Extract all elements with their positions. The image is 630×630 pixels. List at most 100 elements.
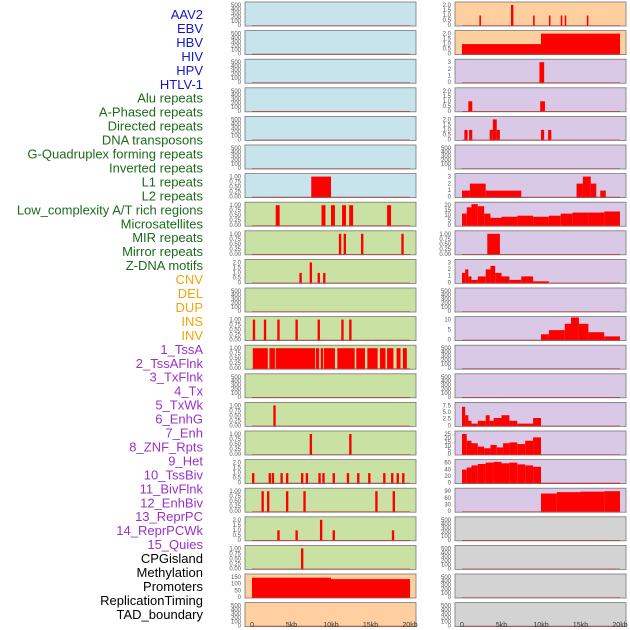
track-label: 6_EnhG bbox=[155, 412, 203, 427]
y-tick-label: 0.00 bbox=[229, 195, 241, 201]
track-label: 10_TssBiv bbox=[144, 467, 204, 482]
data-bar bbox=[477, 446, 485, 455]
data-bar bbox=[548, 330, 565, 341]
data-bar bbox=[560, 213, 573, 227]
y-tick-label: 500 bbox=[441, 518, 452, 524]
panel-background bbox=[454, 373, 627, 399]
y-tick-label: 0 bbox=[448, 624, 452, 630]
y-tick-label: 0 bbox=[448, 52, 452, 58]
y-tick-label: 3 bbox=[448, 175, 452, 181]
track-label: 15_Quies bbox=[147, 537, 203, 552]
y-tick-label: 300 bbox=[441, 612, 452, 618]
y-tick-label: 0.50 bbox=[229, 556, 241, 562]
data-bar bbox=[572, 212, 589, 227]
data-bar bbox=[533, 15, 535, 26]
data-bar bbox=[571, 317, 579, 341]
track-label: 2_TssAFlnk bbox=[136, 356, 204, 371]
y-tick-label: 200 bbox=[441, 301, 452, 307]
y-tick-label: 0 bbox=[238, 624, 242, 630]
data-bar bbox=[468, 276, 472, 284]
data-bar bbox=[391, 530, 395, 541]
y-tick-label: 100 bbox=[231, 582, 242, 588]
track-left-panel: 1.000.750.500.250.00 bbox=[229, 173, 417, 201]
y-tick-label: 500 bbox=[231, 604, 242, 610]
data-bar bbox=[277, 530, 280, 541]
y-tick-label: 2.0 bbox=[443, 117, 452, 123]
y-tick-label: 0.00 bbox=[229, 452, 241, 458]
data-bar bbox=[564, 323, 572, 341]
track-label: ReplicationTiming bbox=[100, 593, 203, 608]
data-bar bbox=[367, 348, 378, 370]
data-bar bbox=[331, 579, 410, 598]
y-tick-label: 0 bbox=[448, 80, 452, 86]
y-tick-label: 0.25 bbox=[229, 418, 241, 424]
y-tick-label: 200 bbox=[441, 587, 452, 593]
y-tick-label: 0 bbox=[238, 109, 242, 115]
track-label: DNA transposons bbox=[102, 133, 204, 148]
data-bar bbox=[300, 473, 304, 484]
y-tick-label: 0 bbox=[448, 223, 452, 229]
y-tick-label: 200 bbox=[231, 616, 242, 622]
y-tick-label: 400 bbox=[231, 608, 242, 614]
y-tick-label: 0.00 bbox=[229, 338, 241, 344]
y-tick-label: 0.50 bbox=[439, 242, 451, 248]
data-bar bbox=[269, 348, 275, 370]
panel-background bbox=[244, 287, 417, 313]
y-tick-label: 200 bbox=[231, 158, 242, 164]
data-bar bbox=[501, 276, 510, 284]
y-tick-label: 90 bbox=[444, 489, 451, 495]
y-tick-label: 1.0 bbox=[443, 13, 452, 19]
data-bar bbox=[331, 205, 335, 227]
data-bar bbox=[564, 15, 567, 26]
data-bar bbox=[485, 269, 491, 284]
y-tick-label: 0 bbox=[448, 166, 452, 172]
y-tick-label: 0.5 bbox=[233, 476, 242, 482]
track-label: 4_Tx bbox=[174, 384, 203, 399]
y-tick-label: 100 bbox=[441, 591, 452, 597]
data-bar bbox=[343, 233, 347, 255]
data-bar bbox=[541, 334, 549, 341]
y-tick-label: 300 bbox=[231, 68, 242, 74]
y-tick-label: 200 bbox=[441, 616, 452, 622]
data-bar bbox=[401, 233, 404, 255]
track-label: Methylation bbox=[137, 565, 203, 580]
y-tick-label: 5 bbox=[448, 328, 452, 334]
y-tick-label: 0 bbox=[238, 80, 242, 86]
track-label: DEL bbox=[178, 286, 203, 301]
track-label: 13_ReprPC bbox=[135, 509, 203, 524]
track-label: G-Quadruplex forming repeats bbox=[27, 147, 203, 162]
y-tick-label: 25 bbox=[444, 432, 451, 438]
data-bar bbox=[396, 473, 399, 484]
panel-background bbox=[454, 573, 627, 599]
y-tick-label: 100 bbox=[441, 562, 452, 568]
y-tick-label: 400 bbox=[231, 7, 242, 13]
data-bar bbox=[471, 465, 478, 484]
y-tick-label: 500 bbox=[231, 32, 242, 38]
data-bar bbox=[280, 473, 283, 484]
data-bar bbox=[342, 205, 347, 227]
track-label: 14_ReprPCWk bbox=[116, 523, 203, 538]
y-tick-label: 300 bbox=[231, 297, 242, 303]
y-tick-label: 1.00 bbox=[229, 403, 241, 409]
data-bar bbox=[582, 176, 591, 198]
data-bar bbox=[556, 492, 581, 513]
y-tick-label: 0.00 bbox=[229, 509, 241, 515]
panel-background bbox=[244, 30, 417, 56]
track-left-panel: 1.000.750.500.250.00 bbox=[229, 401, 417, 429]
track-left-panel: 1.000.750.500.250.00 bbox=[229, 430, 417, 458]
track-label: Promoters bbox=[143, 579, 203, 594]
data-bar bbox=[303, 491, 306, 513]
data-bar bbox=[468, 101, 473, 112]
data-bar bbox=[387, 205, 392, 227]
data-bar bbox=[600, 190, 606, 198]
data-bar bbox=[275, 348, 316, 370]
y-tick-label: 0.75 bbox=[439, 237, 451, 243]
data-bar bbox=[495, 272, 502, 284]
